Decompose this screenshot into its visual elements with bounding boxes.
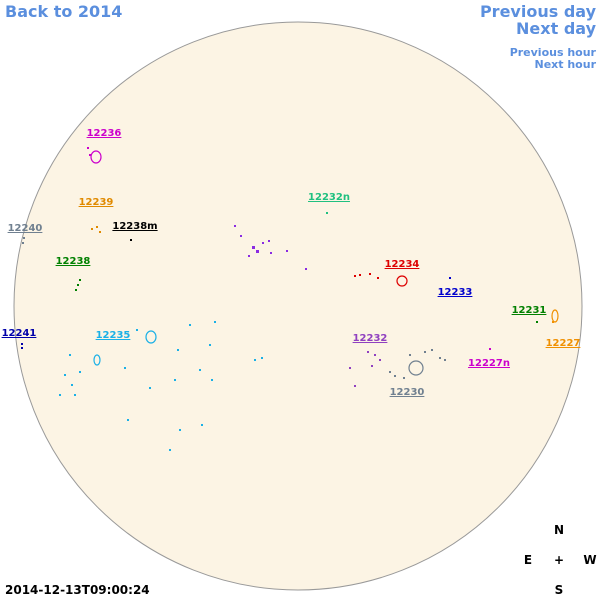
spot — [136, 329, 138, 331]
spot — [59, 394, 61, 396]
next-day-link[interactable]: Next day — [516, 19, 597, 38]
spot-group — [408, 360, 424, 376]
spot — [367, 351, 369, 353]
spot — [96, 226, 98, 228]
spot — [87, 147, 89, 149]
spot-group — [551, 309, 559, 323]
spot — [179, 429, 181, 431]
spot-group — [90, 150, 102, 164]
spot — [439, 357, 441, 359]
spot — [201, 424, 203, 426]
spot — [424, 351, 426, 353]
compass-center: + — [554, 553, 564, 567]
spot — [369, 273, 371, 275]
spot — [71, 384, 73, 386]
region-label[interactable]: 12238m — [112, 221, 157, 232]
spot — [444, 359, 446, 361]
spot — [409, 354, 411, 356]
spot — [177, 349, 179, 351]
spot — [21, 343, 23, 345]
spot — [377, 277, 379, 279]
spot — [374, 354, 376, 356]
spot — [354, 275, 356, 277]
spot — [91, 228, 93, 230]
spot — [89, 154, 91, 156]
region-label[interactable]: 12227n — [468, 358, 510, 369]
spot — [22, 242, 24, 244]
spot — [349, 367, 351, 369]
spot — [77, 284, 79, 286]
compass-south: S — [555, 583, 564, 597]
spot — [69, 354, 71, 356]
region-label[interactable]: 12232 — [353, 333, 388, 344]
spot — [79, 371, 81, 373]
spot — [379, 359, 381, 361]
spot — [214, 321, 216, 323]
spot — [354, 385, 356, 387]
region-label[interactable]: 12227 — [546, 338, 581, 349]
region-label[interactable]: 12241 — [2, 328, 37, 339]
spot — [169, 449, 171, 451]
spot — [261, 357, 263, 359]
spot-group — [396, 275, 408, 287]
spot-group — [93, 354, 101, 366]
spot — [189, 324, 191, 326]
spot — [127, 419, 129, 421]
spot — [254, 359, 256, 361]
region-label[interactable]: 12233 — [438, 287, 473, 298]
spot — [130, 239, 132, 241]
region-label[interactable]: 12235 — [96, 330, 131, 341]
spot-group — [145, 330, 157, 344]
region-label[interactable]: 12234 — [385, 259, 420, 270]
spot — [79, 279, 81, 281]
region-label[interactable]: 12232n — [308, 192, 350, 203]
solar-disk — [13, 21, 583, 591]
spot — [21, 347, 23, 349]
region-label[interactable]: 12239 — [79, 197, 114, 208]
spot — [371, 365, 373, 367]
compass-north: N — [554, 523, 564, 537]
region-label[interactable]: 12230 — [390, 387, 425, 398]
spot — [99, 231, 101, 233]
spot — [211, 379, 213, 381]
previous-day-link[interactable]: Previous day — [480, 2, 597, 21]
compass-east: E — [524, 553, 532, 567]
spot — [536, 321, 538, 323]
spot — [149, 387, 151, 389]
compass-west: W — [583, 553, 596, 567]
region-label[interactable]: 12240 — [8, 223, 43, 234]
spot — [64, 374, 66, 376]
region-label[interactable]: 12236 — [87, 128, 122, 139]
next-hour-link[interactable]: Next hour — [535, 58, 597, 71]
spot — [489, 348, 491, 350]
spot — [394, 375, 396, 377]
spot — [124, 367, 126, 369]
spot — [552, 321, 554, 323]
spot — [74, 394, 76, 396]
spot — [174, 379, 176, 381]
spot — [359, 274, 361, 276]
back-link[interactable]: Back to 2014 — [5, 2, 122, 21]
spot — [75, 289, 77, 291]
spot — [326, 212, 328, 214]
region-label[interactable]: 12231 — [512, 305, 547, 316]
spot — [449, 277, 451, 279]
region-label[interactable]: 12238 — [56, 256, 91, 267]
unlabeled-spots — [234, 225, 307, 270]
spot — [431, 349, 433, 351]
timestamp: 2014-12-13T09:00:24 — [5, 583, 150, 597]
spot — [199, 369, 201, 371]
spot — [403, 377, 405, 379]
spot — [389, 371, 391, 373]
previous-hour-link[interactable]: Previous hour — [510, 46, 597, 59]
spot — [23, 237, 25, 239]
spot — [209, 344, 211, 346]
